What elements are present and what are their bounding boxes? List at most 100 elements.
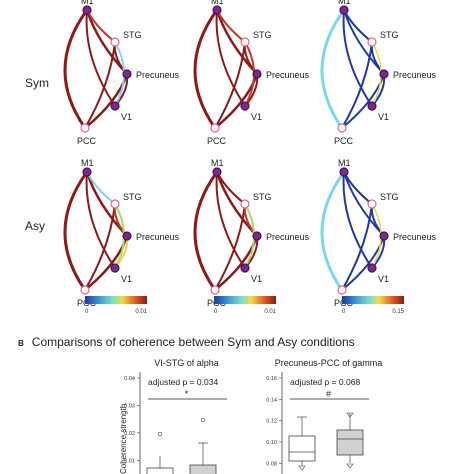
edge-m1-pcc — [320, 170, 346, 292]
edge-stg-pcc — [214, 203, 246, 291]
edge-m1-v1 — [215, 9, 246, 107]
stg-node-label: STG — [380, 30, 399, 40]
plot-title: VI-STG of alpha — [154, 358, 219, 368]
edge-m1-stg — [216, 171, 246, 205]
edge-prec-pcc — [83, 234, 129, 292]
y-tick-label: 0.16 — [266, 376, 277, 382]
y-tick-label: 0.03 — [124, 403, 135, 409]
y-tick-label: 0.14 — [266, 397, 277, 403]
edge-m1-stg — [86, 9, 116, 43]
v1-node-label: V1 — [378, 274, 389, 284]
edge-m1-stg — [343, 9, 373, 43]
precuneus-node — [379, 231, 389, 241]
boxplot-left: VI-STG of alpha 0.04 0.03 0.02 0.01 adjusted … — [119, 358, 227, 474]
precuneus-node-label: Precuneus — [393, 232, 437, 242]
y-tick-label: 0.04 — [124, 376, 135, 382]
network-diagrams: M1STGPrecuneusV1PCCM1STGPrecuneusV1PCCM1… — [63, 0, 437, 308]
colorbar-min-label: 0 — [214, 309, 218, 315]
edge-stg-pcc — [84, 203, 116, 291]
y-tick-label: 0.12 — [266, 419, 277, 425]
precuneus-node-label: Precuneus — [136, 232, 180, 242]
m1-node-label: M1 — [338, 0, 351, 6]
m1-node — [212, 5, 222, 15]
network-diagram-sym-1: M1 STG Precuneus V1 PCC — [63, 0, 180, 146]
row-label-asy: Asy — [25, 219, 46, 233]
colorbars: 0 0.01 0 0.01 0 0.15 — [85, 296, 405, 315]
v1-node — [110, 101, 120, 111]
edge-m1-pcc — [193, 170, 219, 292]
row-label-sym: Sym — [25, 76, 49, 90]
edge-m1-v1 — [85, 171, 116, 269]
v1-node-label: V1 — [251, 112, 262, 122]
v1-node-label: V1 — [121, 274, 132, 284]
stg-node — [110, 37, 120, 47]
stg-node — [240, 199, 250, 209]
precuneus-node-label: Precuneus — [266, 70, 310, 80]
significance-marker: * — [185, 389, 189, 399]
pcc-node-label: PCC — [334, 136, 354, 146]
adjusted-p-annotation: adjusted p = 0.068 — [290, 377, 360, 387]
edge-stg-pcc — [84, 41, 116, 129]
y-tick-label: 0.01 — [124, 458, 135, 464]
pcc-node-label: PCC — [207, 136, 227, 146]
edge-m1-v1 — [342, 9, 373, 107]
box-asy — [189, 464, 217, 474]
edge-prec-pcc — [213, 72, 259, 130]
edge-m1-pcc — [320, 8, 346, 130]
y-tick-label: 0.02 — [124, 431, 135, 437]
edge-stg-pcc — [341, 41, 373, 129]
y-tick-label: 0.08 — [266, 461, 277, 467]
significance-marker: # — [326, 389, 331, 399]
edge-m1-pcc — [63, 8, 89, 130]
m1-node-label: M1 — [338, 158, 351, 168]
edge-prec-pcc — [83, 72, 129, 130]
colorbar-3: 0 0.15 — [342, 296, 405, 315]
stg-node-label: STG — [253, 30, 272, 40]
edge-stg-prec — [370, 41, 385, 75]
outlier-sym — [157, 431, 163, 437]
section-b-title: B Comparisons of coherence between Sym an… — [18, 335, 355, 349]
outlier-high-asy — [346, 412, 354, 418]
m1-node-label: M1 — [81, 0, 94, 6]
y-axis-label: Coherence strength — [119, 404, 128, 474]
edge-stg-prec — [370, 203, 385, 237]
colorbar-1: 0 0.01 — [85, 296, 148, 315]
colorbar-max-label: 0.01 — [264, 309, 276, 315]
outlier-low-sym — [298, 465, 306, 471]
section-letter: B — [18, 339, 24, 348]
v1-node-label: V1 — [121, 112, 132, 122]
v1-node — [367, 263, 377, 273]
edge-m1-stg — [343, 171, 373, 205]
edge-prec-pcc — [341, 73, 385, 129]
section-title-text: Comparisons of coherence between Sym and… — [31, 335, 355, 349]
colorbar-min-label: 0 — [85, 309, 89, 315]
precuneus-node — [122, 231, 132, 241]
pcc-node — [210, 285, 220, 295]
edge-m1-pcc — [63, 170, 89, 292]
box-sym — [288, 435, 316, 462]
y-tick-label: 0.10 — [266, 440, 277, 446]
stg-node — [367, 37, 377, 47]
boxplot-right: Precuneus-PCC of gamma 0.16 0.14 0.12 0.10 0.… — [266, 358, 382, 474]
pcc-node-label: PCC — [77, 136, 97, 146]
pcc-node — [337, 123, 347, 133]
colorbar-max-label: 0.01 — [135, 309, 147, 315]
colorbar-min-label: 0 — [342, 309, 346, 315]
stg-node — [367, 199, 377, 209]
network-diagram-sym-3: M1 STG Precuneus V1 PCC — [320, 0, 437, 146]
plot-title: Precuneus-PCC of gamma — [275, 358, 383, 368]
precuneus-node — [122, 69, 132, 79]
outlier-low-asy — [346, 463, 354, 469]
edge-prec-pcc — [341, 235, 385, 291]
outlier-asy — [200, 417, 206, 423]
v1-node — [367, 101, 377, 111]
colorbar-2: 0 0.01 — [214, 296, 277, 315]
m1-node — [212, 167, 222, 177]
v1-node-label: V1 — [378, 112, 389, 122]
m1-node-label: M1 — [211, 158, 224, 168]
edge-m1-stg — [216, 9, 246, 43]
colorbar-gradient — [85, 296, 147, 304]
